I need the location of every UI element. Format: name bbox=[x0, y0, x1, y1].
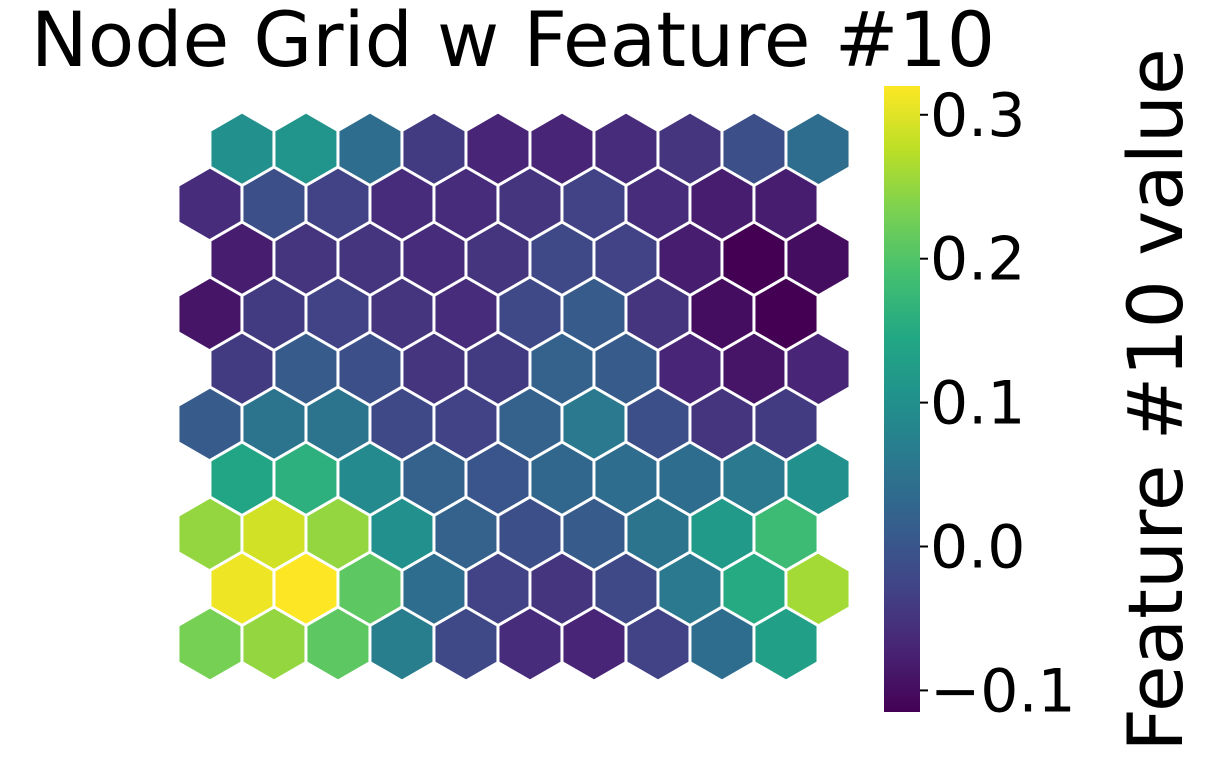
colorbar-tick-label: 0.1 bbox=[930, 369, 1025, 439]
colorbar-tick-label: −0.1 bbox=[930, 656, 1076, 726]
colorbar-label: Feature #10 value bbox=[1111, 48, 1200, 751]
colorbar-tick-label: 0.0 bbox=[930, 513, 1025, 583]
hex-cell bbox=[752, 605, 820, 683]
chart-title: Node Grid w Feature #10 bbox=[31, 0, 995, 84]
hex-grid bbox=[176, 110, 852, 683]
colorbar bbox=[884, 86, 920, 712]
colorbar-ticks: −0.1 0.0 0.1 0.2 0.3 bbox=[920, 81, 1076, 726]
colorbar-tick-label: 0.2 bbox=[930, 225, 1025, 295]
colorbar-tick-label: 0.3 bbox=[930, 81, 1025, 151]
